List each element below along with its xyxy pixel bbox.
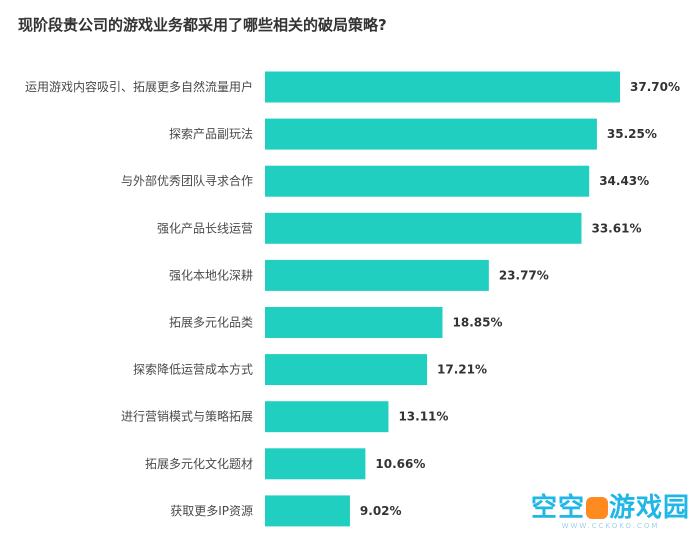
category-label: 进行营销模式与策略拓展 [121,409,253,424]
category-label: 运用游戏内容吸引、拓展更多自然流量用户 [25,79,253,94]
category-label: 强化产品长线运营 [157,221,253,235]
watermark-text-left: 空空 [530,493,585,523]
category-label: 拓展多元化品类 [169,316,253,330]
watermark-logo: 空空 游戏园 WWW.CCKOKO.COM [531,494,690,531]
value-label: 13.11% [398,410,448,424]
watermark-text-right: 游戏园 [608,493,690,523]
category-label: 获取更多IP资源 [170,504,253,518]
category-label: 探索产品副玩法 [169,127,253,141]
value-label: 17.21% [437,363,487,377]
value-label: 34.43% [599,174,649,188]
category-label: 探索降低运营成本方式 [133,362,253,377]
watermark-badge-icon [585,497,608,519]
bar [265,354,428,386]
value-label: 37.70% [630,80,680,94]
bars-group: 运用游戏内容吸引、拓展更多自然流量用户 37.70% 探索产品副玩法 35.25% 与外… [25,71,680,527]
bar [265,212,582,244]
bar [265,495,350,527]
category-label: 与外部优秀团队寻求合作 [121,173,253,188]
chart-title: 现阶段贵公司的游戏业务都采用了哪些相关的破局策略? [18,16,387,34]
bar [265,71,620,103]
bar [265,259,489,291]
watermark-url: WWW.CCKOKO.COM [561,522,660,530]
value-label: 23.77% [499,268,549,282]
value-label: 33.61% [591,221,641,235]
value-label: 35.25% [607,127,657,141]
value-label: 18.85% [453,316,503,330]
bar [265,165,590,197]
value-label: 10.66% [375,457,425,471]
bar [265,448,366,480]
bar [265,401,389,433]
value-label: 9.02% [360,504,402,518]
category-label: 强化本地化深耕 [169,267,253,282]
bar [265,118,597,150]
category-label: 拓展多元化文化题材 [145,456,253,471]
bar [265,307,443,338]
